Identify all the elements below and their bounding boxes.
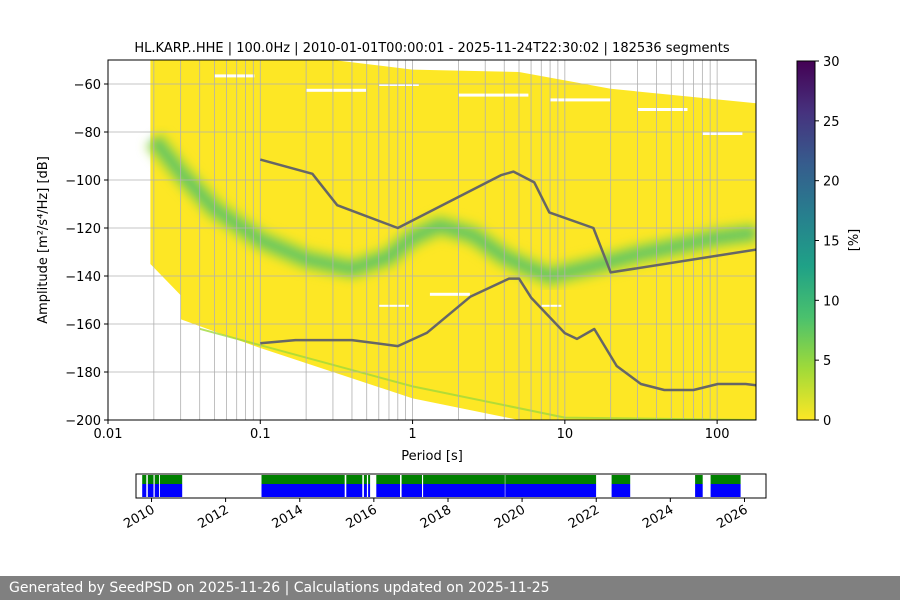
data-gap [550,98,611,102]
timeline-interval [401,475,422,484]
timeline-interval [710,484,741,497]
x-tick-label: 10 [557,427,574,442]
high-noise-model-line [259,158,756,274]
data-gap [306,88,367,92]
colorbar-tick-label: 20 [823,175,840,190]
timeline-interval [159,475,183,484]
timeline-interval [611,484,631,497]
plot-frame [107,59,757,421]
timeline-tick-label: 2026 [714,502,750,532]
timeline-interval [695,475,703,484]
timeline-interval [363,475,367,484]
plot-grid [107,60,756,421]
timeline-interval [695,484,703,497]
timeline-interval [346,484,363,497]
low-noise-model-line [260,277,756,392]
x-tick-label: 0.01 [94,427,123,442]
timeline-tick-label: 2022 [566,502,602,532]
y-tick-label: −160 [65,318,101,333]
timeline-interval [261,475,345,484]
colorbar-tick-label: 0 [823,414,831,429]
colorbar-ticks: 0 5 10 15 20 25 30 [815,55,840,429]
timeline-tick-label: 2012 [195,502,231,532]
timeline-tick-label: 2018 [418,502,454,532]
x-axis-ticks: 0.01 0.1 1 10 100 [94,420,730,442]
y-axis-label: Amplitude [m²/s⁴/Hz] [dB] [36,156,51,324]
timeline-tick-label: 2010 [121,502,157,532]
x-tick-label: 100 [705,427,730,442]
x-tick-label: 1 [408,427,416,442]
data-gap [378,84,419,86]
mode-ridge [145,132,756,287]
footer-banner: Generated by SeedPSD on 2025-11-26 | Cal… [0,576,900,600]
timeline-interval [346,475,363,484]
psd-heatmap [145,60,756,420]
y-tick-label: −120 [65,222,101,237]
data-gap [214,74,255,78]
timeline-interval [154,484,159,497]
noise-models [259,158,756,392]
timeline-interval [159,484,183,497]
y-tick-label: −180 [65,366,101,381]
mode-band-core [150,136,756,281]
timeline-tick-label: 2014 [270,502,306,532]
timeline-interval [611,475,631,484]
timeline-interval [261,484,345,497]
x-tick-label: 0.1 [250,427,271,442]
timeline-interval [423,475,505,484]
timeline-interval [423,484,505,497]
data-gap [429,292,470,296]
timeline-tick-label: 2016 [344,502,380,532]
timeline-interval [376,484,400,497]
timeline-interval [368,475,371,484]
timeline-interval [142,475,147,484]
data-gap [637,108,688,111]
timeline-interval [142,484,147,497]
timeline-tick-label: 2020 [492,502,528,532]
x-axis-label: Period [s] [401,449,463,464]
data-gap [541,304,562,307]
colorbar-tick-label: 15 [823,235,840,250]
timeline-interval [147,484,154,497]
timeline-interval [710,475,741,484]
timeline-interval [505,475,597,484]
timeline-interval [505,484,597,497]
colorbar [796,60,816,421]
chart-title: HL.KARP..HHE | 100.0Hz | 2010-01-01T00:0… [134,41,729,56]
y-tick-label: −80 [74,126,101,141]
colorbar-tick-label: 25 [823,115,840,130]
y-tick-label: −100 [65,174,101,189]
timeline-interval [376,475,400,484]
data-gap [378,304,409,307]
footer-text: Generated by SeedPSD on 2025-11-26 | Cal… [9,580,550,596]
availability-timeline: 2010 2012 2014 2016 2018 2020 2022 2024 2026 [121,473,767,532]
colorbar-tick-label: 5 [823,354,831,369]
timeline-interval [368,484,371,497]
y-tick-label: −200 [65,414,101,429]
y-tick-label: −60 [74,78,101,93]
data-gap [702,132,743,135]
timeline-interval [154,475,159,484]
timeline-interval [363,484,367,497]
colorbar-tick-label: 30 [823,55,840,70]
timeline-interval [401,484,422,497]
timeline-frame [135,473,767,499]
timeline-ticks: 2010 2012 2014 2016 2018 2020 2022 2024 2026 [121,498,751,532]
y-axis-ticks: −60 −80 −100 −120 −140 −160 −180 −200 [65,78,108,429]
timeline-interval [147,475,154,484]
colorbar-tick-label: 10 [823,294,840,309]
colorbar-label: [%] [847,229,862,252]
timeline-tick-label: 2024 [640,502,676,532]
data-gap [458,93,529,97]
y-tick-label: −140 [65,270,101,285]
